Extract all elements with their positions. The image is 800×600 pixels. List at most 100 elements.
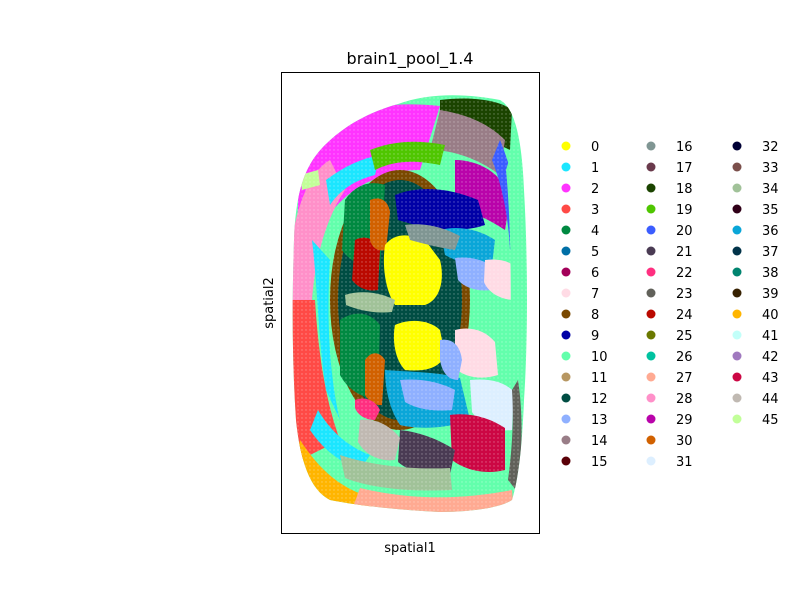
legend-marker (561, 162, 571, 172)
legend: 0123456789101112131415161718192021222324… (561, 140, 779, 470)
legend-marker (732, 225, 742, 235)
legend-label: 16 (676, 140, 693, 155)
plot-area-frame (281, 72, 540, 534)
legend-marker (646, 141, 656, 151)
legend-marker (646, 393, 656, 403)
legend-marker (646, 225, 656, 235)
legend-marker (646, 267, 656, 277)
legend-marker (561, 435, 571, 445)
legend-item: 27 (646, 371, 693, 386)
legend-label: 31 (676, 455, 693, 470)
legend-item: 38 (732, 266, 779, 281)
legend-label: 36 (762, 224, 779, 239)
legend-marker (646, 309, 656, 319)
legend-marker (732, 267, 742, 277)
legend-label: 39 (762, 287, 779, 302)
legend-label: 44 (762, 392, 779, 407)
legend-label: 7 (591, 287, 599, 302)
legend-item: 29 (646, 413, 693, 428)
legend-marker (646, 435, 656, 445)
legend-label: 3 (591, 203, 599, 218)
legend-marker (646, 414, 656, 424)
legend-label: 34 (762, 182, 779, 197)
legend-item: 31 (646, 455, 693, 470)
legend-label: 43 (762, 371, 779, 386)
legend-item: 41 (732, 329, 779, 344)
legend-item: 26 (646, 350, 693, 365)
legend-item: 37 (732, 245, 779, 260)
legend-item: 0 (561, 140, 599, 155)
legend-item: 15 (561, 455, 608, 470)
legend-marker (561, 183, 571, 193)
legend-label: 38 (762, 266, 779, 281)
legend-marker (561, 393, 571, 403)
legend-item: 13 (561, 413, 608, 428)
legend-marker (561, 141, 571, 151)
legend-item: 16 (646, 140, 693, 155)
legend-item: 39 (732, 287, 779, 302)
legend-label: 45 (762, 413, 779, 428)
legend-marker (732, 141, 742, 151)
legend-label: 11 (591, 371, 608, 386)
legend-label: 25 (676, 329, 693, 344)
legend-item: 23 (646, 287, 693, 302)
legend-item: 35 (732, 203, 779, 218)
legend-item: 36 (732, 224, 779, 239)
legend-label: 5 (591, 245, 599, 260)
legend-label: 27 (676, 371, 693, 386)
legend-item: 22 (646, 266, 693, 281)
legend-marker (732, 414, 742, 424)
legend-label: 12 (591, 392, 608, 407)
legend-item: 45 (732, 413, 779, 428)
legend-label: 8 (591, 308, 599, 323)
legend-label: 17 (676, 161, 693, 176)
legend-item: 43 (732, 371, 779, 386)
legend-item: 9 (561, 329, 599, 344)
legend-label: 14 (591, 434, 608, 449)
legend-marker (646, 288, 656, 298)
legend-marker (561, 225, 571, 235)
legend-label: 0 (591, 140, 599, 155)
legend-label: 19 (676, 203, 693, 218)
legend-item: 5 (561, 245, 599, 260)
legend-marker (732, 183, 742, 193)
legend-marker (732, 309, 742, 319)
legend-label: 2 (591, 182, 599, 197)
legend-marker (561, 414, 571, 424)
legend-marker (646, 204, 656, 214)
legend-label: 40 (762, 308, 779, 323)
legend-item: 1 (561, 161, 599, 176)
legend-item: 25 (646, 329, 693, 344)
legend-label: 15 (591, 455, 608, 470)
legend-marker (646, 372, 656, 382)
legend-item: 44 (732, 392, 779, 407)
legend-item: 30 (646, 434, 693, 449)
spot-grid-texture (292, 95, 527, 512)
y-axis-label: spatial2 (262, 277, 277, 329)
legend-marker (732, 204, 742, 214)
x-axis-label: spatial1 (384, 541, 436, 556)
legend-marker (646, 183, 656, 193)
legend-item: 19 (646, 203, 693, 218)
chart-title: brain1_pool_1.4 (347, 49, 474, 69)
legend-item: 11 (561, 371, 608, 386)
legend-label: 32 (762, 140, 779, 155)
legend-marker (561, 267, 571, 277)
legend-label: 26 (676, 350, 693, 365)
legend-label: 33 (762, 161, 779, 176)
legend-item: 40 (732, 308, 779, 323)
legend-label: 35 (762, 203, 779, 218)
legend-item: 4 (561, 224, 599, 239)
legend-label: 23 (676, 287, 693, 302)
legend-label: 42 (762, 350, 779, 365)
legend-marker (732, 372, 742, 382)
legend-item: 28 (646, 392, 693, 407)
legend-item: 14 (561, 434, 608, 449)
legend-label: 13 (591, 413, 608, 428)
legend-marker (561, 288, 571, 298)
legend-marker (732, 162, 742, 172)
legend-marker (561, 309, 571, 319)
legend-item: 21 (646, 245, 693, 260)
legend-marker (732, 351, 742, 361)
legend-item: 17 (646, 161, 693, 176)
